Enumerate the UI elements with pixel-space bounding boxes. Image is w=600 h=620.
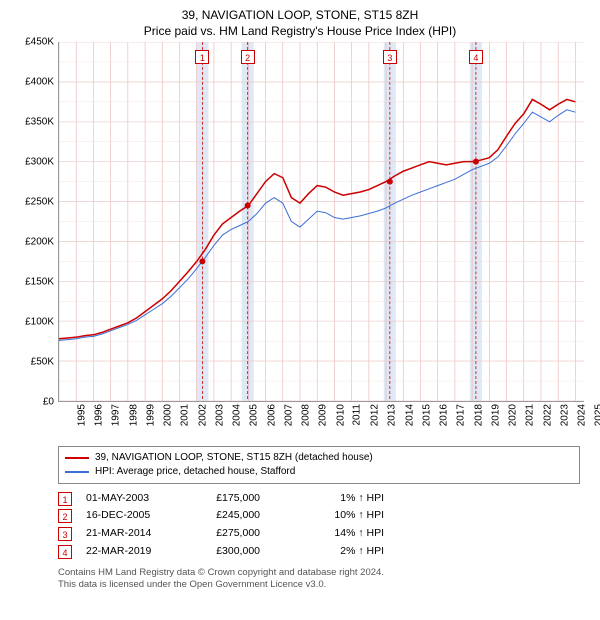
- x-axis-label: 2010: [335, 404, 346, 426]
- y-axis-label: £400K: [25, 76, 54, 87]
- x-axis-label: 2011: [351, 404, 362, 426]
- x-axis-label: 2000: [162, 404, 173, 426]
- marker-box-icon: 2: [58, 509, 72, 523]
- legend-swatch-property: [65, 457, 89, 459]
- x-axis-label: 2005: [249, 404, 260, 426]
- y-axis-label: £50K: [31, 356, 54, 367]
- page-subtitle: Price paid vs. HM Land Registry's House …: [10, 24, 590, 38]
- table-row: 2 16-DEC-2005 £245,000 10% ↑ HPI: [58, 507, 580, 525]
- x-axis-label: 2007: [283, 404, 294, 426]
- x-axis-label: 2025: [594, 404, 600, 426]
- y-axis-label: £300K: [25, 156, 54, 167]
- table-row: 1 01-MAY-2003 £175,000 1% ↑ HPI: [58, 490, 580, 508]
- footer: Contains HM Land Registry data © Crown c…: [58, 567, 580, 591]
- x-axis-label: 2020: [507, 404, 518, 426]
- txn-change: 1% ↑ HPI: [274, 490, 384, 508]
- legend-row: HPI: Average price, detached house, Staf…: [65, 465, 573, 479]
- transaction-table: 1 01-MAY-2003 £175,000 1% ↑ HPI 2 16-DEC-2005…: [58, 490, 580, 561]
- x-axis-label: 2002: [197, 404, 208, 426]
- y-axis-label: £0: [43, 396, 54, 407]
- footer-line: This data is licensed under the Open Gov…: [58, 579, 580, 591]
- txn-change: 10% ↑ HPI: [274, 507, 384, 525]
- legend-swatch-hpi: [65, 471, 89, 473]
- x-axis-label: 2014: [404, 404, 415, 426]
- chart-marker-box: 1: [195, 50, 209, 64]
- y-axis-label: £150K: [25, 276, 54, 287]
- plot-region: 1 2 3 4: [58, 42, 584, 402]
- marker-box-icon: 3: [58, 527, 72, 541]
- y-axis-label: £250K: [25, 196, 54, 207]
- plot-svg: [59, 42, 584, 401]
- x-axis-label: 1997: [111, 404, 122, 426]
- table-row: 3 21-MAR-2014 £275,000 14% ↑ HPI: [58, 525, 580, 543]
- x-axis-label: 2006: [266, 404, 277, 426]
- x-axis-label: 2022: [542, 404, 553, 426]
- x-axis-label: 2003: [214, 404, 225, 426]
- footer-line: Contains HM Land Registry data © Crown c…: [58, 567, 580, 579]
- page-title: 39, NAVIGATION LOOP, STONE, ST15 8ZH: [10, 8, 590, 24]
- x-axis-label: 2001: [180, 404, 191, 426]
- x-axis-label: 2013: [387, 404, 398, 426]
- y-axis-label: £350K: [25, 116, 54, 127]
- chart-marker-box: 4: [469, 50, 483, 64]
- x-axis-label: 2016: [438, 404, 449, 426]
- y-axis-label: £100K: [25, 316, 54, 327]
- txn-change: 14% ↑ HPI: [274, 525, 384, 543]
- chart-marker-box: 3: [383, 50, 397, 64]
- x-axis-label: 2019: [490, 404, 501, 426]
- report-container: 39, NAVIGATION LOOP, STONE, ST15 8ZH Pri…: [0, 0, 600, 620]
- txn-date: 22-MAR-2019: [86, 543, 176, 561]
- txn-date: 16-DEC-2005: [86, 507, 176, 525]
- legend: 39, NAVIGATION LOOP, STONE, ST15 8ZH (de…: [58, 446, 580, 484]
- x-axis-label: 1999: [145, 404, 156, 426]
- chart-marker-box: 2: [241, 50, 255, 64]
- x-axis-label: 2015: [421, 404, 432, 426]
- txn-date: 01-MAY-2003: [86, 490, 176, 508]
- txn-date: 21-MAR-2014: [86, 525, 176, 543]
- txn-price: £245,000: [190, 507, 260, 525]
- x-axis-label: 1995: [76, 404, 87, 426]
- x-axis-label: 2017: [456, 404, 467, 426]
- txn-price: £300,000: [190, 543, 260, 561]
- legend-label: HPI: Average price, detached house, Staf…: [95, 465, 295, 479]
- txn-change: 2% ↑ HPI: [274, 543, 384, 561]
- legend-label: 39, NAVIGATION LOOP, STONE, ST15 8ZH (de…: [95, 451, 373, 465]
- x-axis-label: 2023: [559, 404, 570, 426]
- x-axis-label: 2004: [231, 404, 242, 426]
- x-axis-label: 2018: [473, 404, 484, 426]
- table-row: 4 22-MAR-2019 £300,000 2% ↑ HPI: [58, 543, 580, 561]
- x-axis-label: 2009: [318, 404, 329, 426]
- price-chart: 1234 £0£50K£100K£150K£200K£250K£300K£350…: [10, 42, 590, 402]
- marker-box-icon: 4: [58, 545, 72, 559]
- x-axis-label: 2012: [369, 404, 380, 426]
- txn-price: £275,000: [190, 525, 260, 543]
- x-axis-label: 2008: [300, 404, 311, 426]
- y-axis-label: £450K: [25, 36, 54, 47]
- x-axis-label: 1996: [93, 404, 104, 426]
- x-axis-label: 2024: [576, 404, 587, 426]
- marker-box-icon: 1: [58, 492, 72, 506]
- txn-price: £175,000: [190, 490, 260, 508]
- x-axis-label: 2021: [525, 404, 536, 426]
- y-axis-label: £200K: [25, 236, 54, 247]
- x-axis-label: 1998: [128, 404, 139, 426]
- legend-row: 39, NAVIGATION LOOP, STONE, ST15 8ZH (de…: [65, 451, 573, 465]
